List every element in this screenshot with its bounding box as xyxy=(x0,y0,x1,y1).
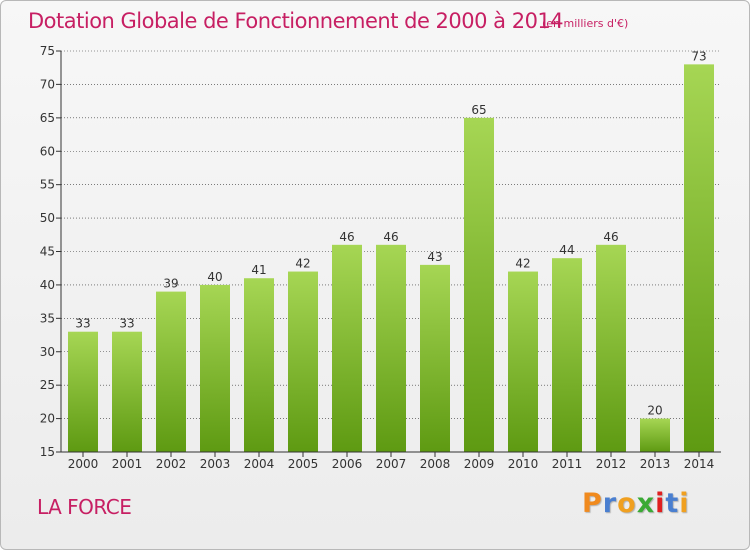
bar xyxy=(156,291,186,452)
chart-subtitle: (en milliers d'€) xyxy=(542,17,629,30)
bar-value-label: 39 xyxy=(163,277,178,291)
labels: 33 33 39 40 41 42 46 46 43 65 42 44 46 20 73 xyxy=(75,49,706,417)
bar-value-label: 65 xyxy=(471,103,486,117)
bar xyxy=(332,244,362,452)
x-tick-label: 2005 xyxy=(288,457,319,471)
y-tick-label: 35 xyxy=(40,311,55,325)
logo-letter: o xyxy=(617,488,637,519)
bar-value-label: 40 xyxy=(207,270,222,284)
x-tick-label: 2008 xyxy=(420,457,451,471)
y-tick-label: 20 xyxy=(40,412,55,426)
x-tick-label: 2014 xyxy=(684,457,715,471)
bar xyxy=(244,278,274,452)
y-tick-label: 45 xyxy=(40,245,55,259)
axes: 15 20 25 30 35 40 45 50 55 60 65 70 75 2000 2001 2002 20… xyxy=(40,44,721,471)
y-tick-label: 70 xyxy=(40,77,55,91)
logo-letter: i xyxy=(655,488,666,519)
y-tick-label: 50 xyxy=(40,211,55,225)
logo-letter: P xyxy=(582,488,603,519)
bar-value-label: 46 xyxy=(339,230,354,244)
x-tick-label: 2003 xyxy=(200,457,231,471)
y-tick-label: 25 xyxy=(40,378,55,392)
bar xyxy=(112,331,142,452)
chart-title: Dotation Globale de Fonctionnement de 20… xyxy=(28,9,564,33)
bar xyxy=(552,258,582,452)
bar-value-label: 46 xyxy=(603,230,618,244)
bar-value-label: 46 xyxy=(383,230,398,244)
x-tick-label: 2001 xyxy=(112,457,143,471)
logo-letter: t xyxy=(665,488,680,519)
bar xyxy=(200,284,230,452)
bar-value-label: 20 xyxy=(647,404,662,418)
y-tick-label: 30 xyxy=(40,345,55,359)
x-tick-label: 2011 xyxy=(552,457,583,471)
y-tick-label: 65 xyxy=(40,111,55,125)
bar-value-label: 42 xyxy=(515,257,530,271)
bar-value-label: 44 xyxy=(559,243,574,257)
x-tick-label: 2006 xyxy=(332,457,363,471)
bar xyxy=(508,271,538,452)
bars xyxy=(68,64,714,452)
x-tick-label: 2000 xyxy=(68,457,99,471)
bar xyxy=(68,331,98,452)
bar xyxy=(684,64,714,452)
x-tick-label: 2007 xyxy=(376,457,407,471)
x-tick-label: 2010 xyxy=(508,457,539,471)
x-tick-label: 2002 xyxy=(156,457,187,471)
bar xyxy=(288,271,318,452)
y-tick-label: 55 xyxy=(40,178,55,192)
x-tick-label: 2012 xyxy=(596,457,627,471)
logo-letter: i xyxy=(679,488,690,519)
x-tick-label: 2013 xyxy=(640,457,671,471)
bar-value-label: 43 xyxy=(427,250,442,264)
y-tick-label: 75 xyxy=(40,44,55,58)
bar xyxy=(420,264,450,452)
x-tick-label: 2009 xyxy=(464,457,495,471)
y-tick-label: 15 xyxy=(40,445,55,459)
bar-value-label: 42 xyxy=(295,257,310,271)
logo-letter: r xyxy=(602,488,618,519)
bar-value-label: 73 xyxy=(691,49,706,63)
bar-value-label: 41 xyxy=(251,263,266,277)
y-tick-label: 40 xyxy=(40,278,55,292)
bar-value-label: 33 xyxy=(119,317,134,331)
x-tick-label: 2004 xyxy=(244,457,275,471)
y-tick-label: 60 xyxy=(40,144,55,158)
bar xyxy=(464,117,494,452)
proxiti-logo[interactable]: Proxiti xyxy=(582,488,690,519)
logo-letter: x xyxy=(636,488,656,519)
bar-value-label: 33 xyxy=(75,317,90,331)
bar xyxy=(376,244,406,452)
commune-name: LA FORCE xyxy=(37,495,132,519)
bar xyxy=(596,244,626,452)
bar xyxy=(640,418,670,452)
